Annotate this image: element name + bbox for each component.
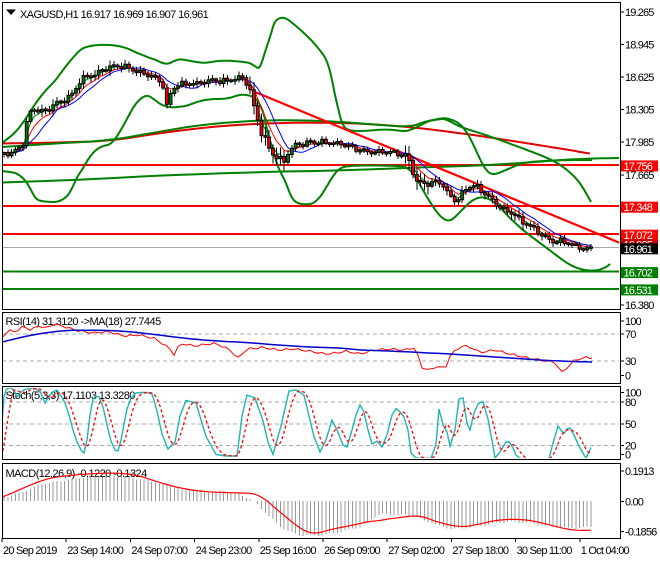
svg-text:16.531: 16.531 (624, 285, 653, 297)
svg-text:18.945: 18.945 (625, 40, 654, 52)
svg-text:0.00: 0.00 (625, 497, 644, 509)
svg-text:20 Sep 2019: 20 Sep 2019 (3, 545, 57, 557)
svg-text:17.756: 17.756 (624, 161, 653, 173)
svg-text:50: 50 (625, 419, 636, 431)
svg-text:0.1913: 0.1913 (625, 466, 654, 478)
svg-text:Stoch(5,3,3) 17.1103 13.3280: Stoch(5,3,3) 17.1103 13.3280 (6, 390, 136, 402)
svg-text:100: 100 (625, 388, 642, 400)
svg-text:MACD(12,26,9) -0.1220 -0.1324: MACD(12,26,9) -0.1220 -0.1324 (6, 468, 148, 480)
svg-text:24 Sep 07:00: 24 Sep 07:00 (131, 545, 188, 557)
svg-text:70: 70 (625, 329, 636, 341)
svg-text:16.961: 16.961 (624, 244, 653, 256)
svg-text:0: 0 (625, 450, 631, 462)
svg-text:19.265: 19.265 (625, 7, 654, 19)
svg-text:30 Sep 11:00: 30 Sep 11:00 (517, 545, 573, 557)
svg-text:27 Sep 02:00: 27 Sep 02:00 (388, 545, 445, 557)
svg-text:24 Sep 23:00: 24 Sep 23:00 (196, 545, 253, 557)
svg-text:30: 30 (625, 356, 636, 368)
svg-text:0: 0 (625, 371, 631, 383)
svg-text:16.380: 16.380 (625, 300, 654, 312)
svg-text:-0.1856: -0.1856 (625, 527, 657, 539)
svg-text:80: 80 (625, 397, 636, 409)
svg-text:1 Oct 04:00: 1 Oct 04:00 (581, 545, 630, 557)
svg-text:26 Sep 09:00: 26 Sep 09:00 (324, 545, 381, 557)
svg-text:23 Sep 14:00: 23 Sep 14:00 (67, 545, 124, 557)
svg-text:16.702: 16.702 (624, 268, 653, 280)
svg-text:18.625: 18.625 (625, 72, 654, 84)
svg-text:17.348: 17.348 (624, 202, 653, 214)
svg-text:27 Sep 18:00: 27 Sep 18:00 (452, 545, 509, 557)
svg-text:25 Sep 16:00: 25 Sep 16:00 (260, 545, 317, 557)
svg-text:17.665: 17.665 (625, 170, 654, 182)
svg-text:17.985: 17.985 (625, 137, 654, 149)
svg-text:XAGUSD,H1 16.917 16.969 16.90: XAGUSD,H1 16.917 16.969 16.907 16.961 (20, 9, 209, 21)
svg-text:RSI(14) 31.3120 ->MA(18) 27.7: RSI(14) 31.3120 ->MA(18) 27.7445 (6, 316, 162, 328)
svg-text:100: 100 (625, 316, 642, 328)
svg-text:20: 20 (625, 441, 636, 453)
svg-text:18.305: 18.305 (625, 105, 654, 117)
